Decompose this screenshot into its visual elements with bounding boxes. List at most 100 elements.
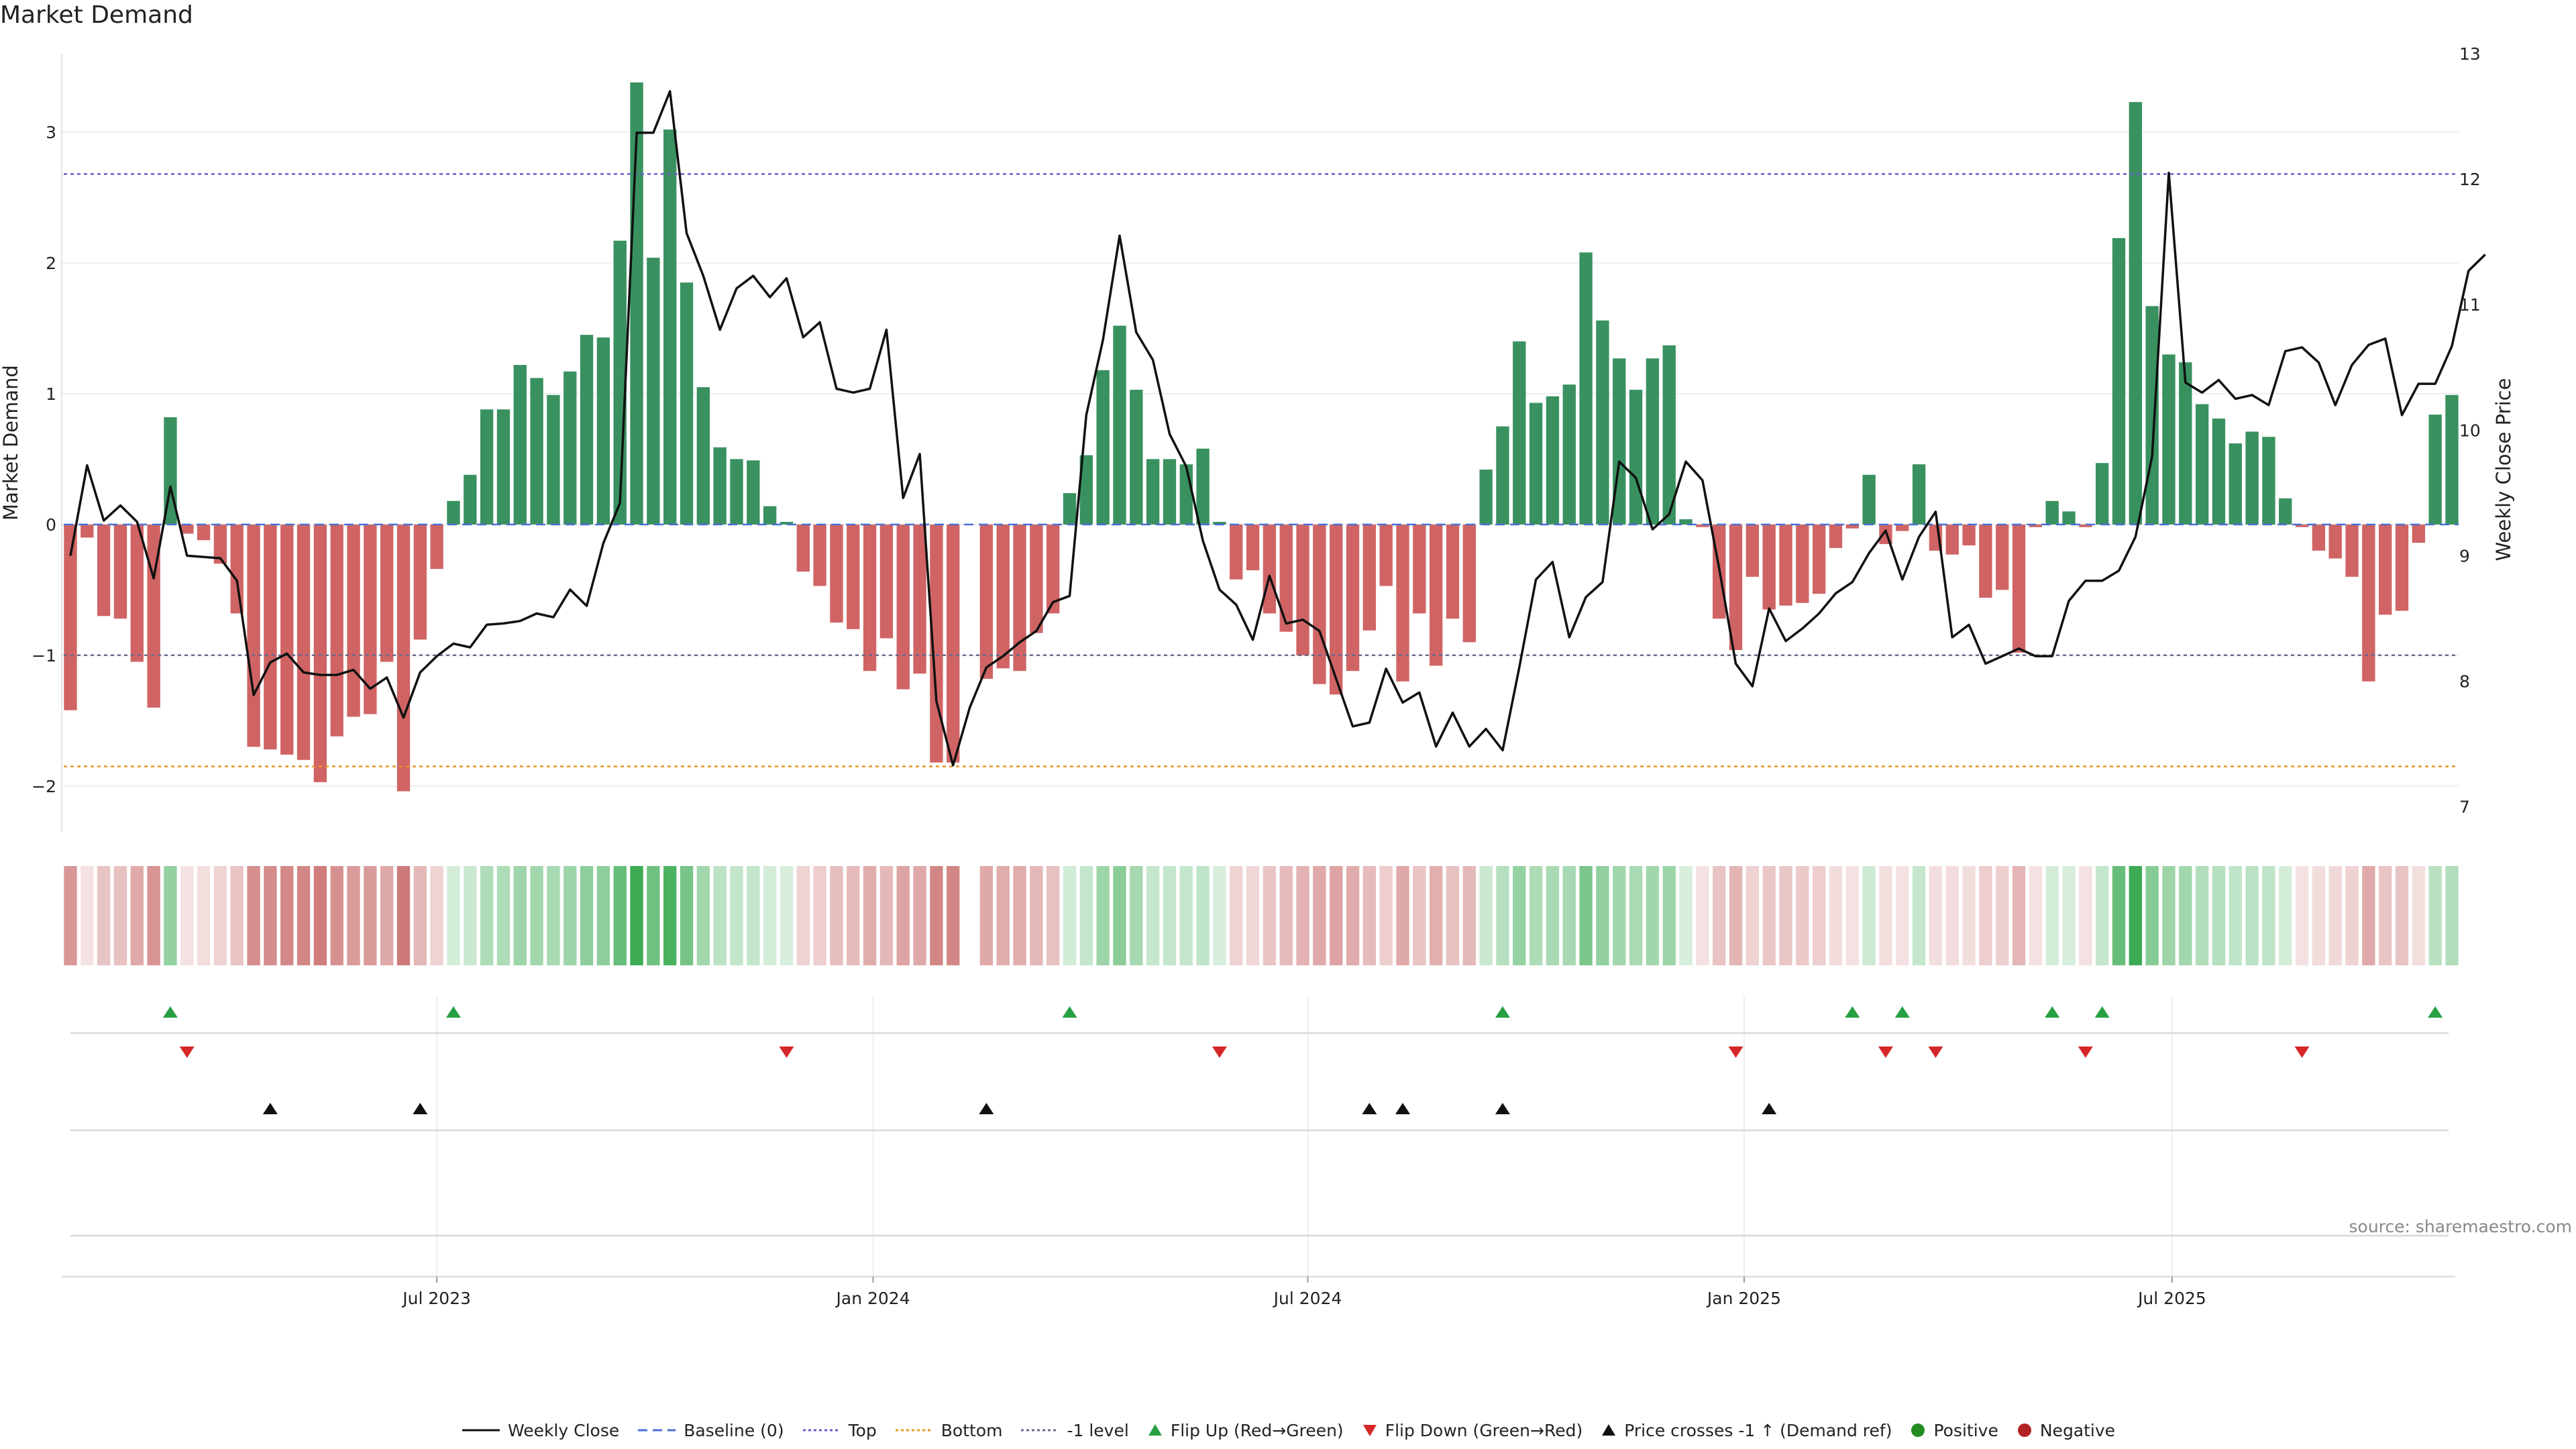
demand-bar — [2245, 431, 2259, 525]
ribbon-cell — [596, 866, 610, 965]
ribbon-cell — [213, 866, 227, 965]
demand-bar — [2345, 524, 2359, 577]
demand-bar — [1579, 252, 1593, 525]
ribbon-cell — [347, 866, 360, 965]
demand-bar — [1413, 524, 1426, 614]
ribbon-cell — [130, 866, 144, 965]
demand-bar — [247, 524, 260, 747]
flip-up-marker — [162, 1006, 178, 1018]
ribbon-cell — [2029, 866, 2043, 965]
ribbon-cell — [647, 866, 660, 965]
ribbon-cell — [1163, 866, 1177, 965]
ribbon-cell — [1030, 866, 1043, 965]
demand-bar — [264, 524, 277, 750]
price-cross-marker — [1395, 1103, 1411, 1114]
x-tick-label: Jul 2025 — [2137, 1289, 2206, 1308]
ribbon-cell — [530, 866, 543, 965]
ribbon-cell — [1013, 866, 1026, 965]
demand-bar — [1513, 341, 1526, 525]
demand-bar — [996, 524, 1010, 669]
flip-down-marker — [779, 1046, 794, 1058]
ribbon-cell — [2079, 866, 2092, 965]
ribbon-cell — [1113, 866, 1126, 965]
ribbon-cell — [2245, 866, 2259, 965]
ribbon-cell — [564, 866, 577, 965]
demand-bar — [2445, 394, 2459, 525]
price-cross-marker — [413, 1103, 428, 1114]
ribbon-cell — [364, 866, 377, 965]
demand-bar — [1829, 524, 1843, 548]
demand-bar — [1346, 524, 1360, 672]
price-cross-marker — [262, 1103, 278, 1114]
demand-bar — [1362, 524, 1377, 631]
demand-bar — [180, 524, 194, 534]
demand-bar — [1696, 524, 1709, 527]
y-axis-label: Market Demand — [0, 365, 22, 521]
demand-bar — [1679, 519, 1693, 525]
price-cross-marker — [979, 1103, 994, 1114]
flip-down-marker — [1928, 1046, 1943, 1058]
ribbon-cell — [480, 866, 494, 965]
flip-up-marker — [2045, 1006, 2060, 1018]
ribbon-cell — [1263, 866, 1277, 965]
demand-bar — [1379, 524, 1393, 586]
demand-bar — [230, 524, 244, 614]
ribbon-cell — [1629, 866, 1643, 965]
ribbon-cell — [896, 866, 910, 965]
ribbon-cell — [164, 866, 177, 965]
flip-up-marker — [2094, 1006, 2110, 1018]
ribbon-cell — [1779, 866, 1792, 965]
ribbon-cell — [2062, 866, 2076, 965]
price-line-layer — [69, 90, 2486, 767]
ribbon-cell — [1596, 866, 1609, 965]
demand-bar — [1646, 358, 1660, 525]
ribbon-cell — [2179, 866, 2192, 965]
ribbon-cell — [1613, 866, 1626, 965]
demand-bar — [663, 129, 677, 525]
demand-bars — [64, 82, 2459, 792]
demand-bar — [2229, 443, 2242, 525]
ribbon-cell — [1046, 866, 1060, 965]
ribbon-cell — [730, 866, 743, 965]
legend-item-flip-down: Flip Down (Green→Red) — [1361, 1421, 1582, 1440]
demand-bar — [1313, 524, 1326, 684]
demand-bar — [547, 394, 560, 525]
ribbon-cell — [696, 866, 710, 965]
ribbon-cell — [1362, 866, 1377, 965]
x-tick-label: Jul 2024 — [1273, 1289, 1342, 1308]
demand-bar — [2179, 362, 2192, 525]
ribbon-cell — [2129, 866, 2143, 965]
ribbon-cell — [2229, 866, 2242, 965]
price-cross-marker — [1362, 1103, 1377, 1114]
ribbon-cell — [1279, 866, 1293, 965]
legend-label-positive: Positive — [1933, 1420, 1998, 1440]
ribbon-cell — [1746, 866, 1760, 965]
demand-bar — [2328, 524, 2342, 559]
demand-bar — [1113, 325, 1126, 525]
legend-item-top: Top — [802, 1421, 877, 1440]
ribbon-cell — [1462, 866, 1476, 965]
demand-bar — [1446, 524, 1460, 619]
demand-bar — [413, 524, 427, 640]
demand-bar — [813, 524, 826, 586]
demand-bar — [1862, 474, 1876, 525]
ribbon-cell — [1063, 866, 1077, 965]
flip-up-marker — [1894, 1006, 1910, 1018]
ribbon-cell — [2145, 866, 2159, 965]
ribbon-cell — [1079, 866, 1093, 965]
ribbon-cell — [2362, 866, 2375, 965]
ribbon-cell — [2312, 866, 2326, 965]
ribbon-cell — [1879, 866, 1892, 965]
demand-bar — [747, 460, 760, 525]
y2-tick-label: 8 — [2459, 672, 2470, 691]
ribbon-cell — [1429, 866, 1443, 965]
ribbon-cell — [113, 866, 127, 965]
ribbon-cell — [330, 866, 343, 965]
ribbon-cell — [2428, 866, 2442, 965]
y2-tick-label: 9 — [2459, 546, 2470, 566]
legend-label-top: Top — [848, 1420, 877, 1440]
ribbon-cell — [1646, 866, 1660, 965]
ribbon-cell — [1662, 866, 1676, 965]
ribbon-cell — [197, 866, 211, 965]
